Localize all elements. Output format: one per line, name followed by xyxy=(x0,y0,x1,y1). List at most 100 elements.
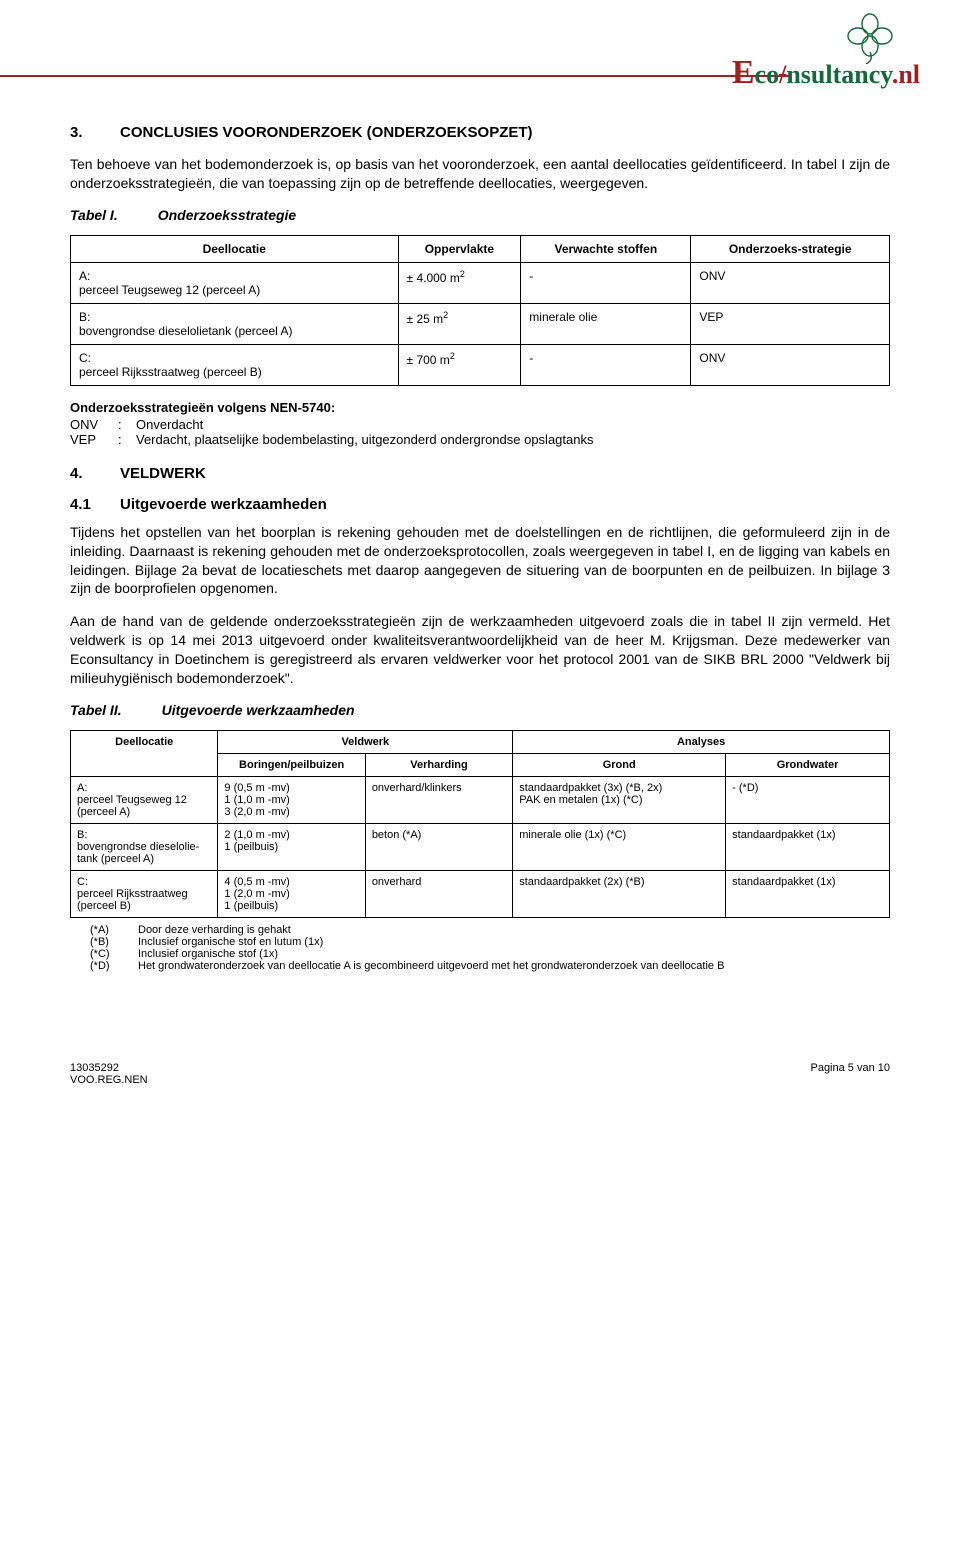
cell: standaardpakket (1x) xyxy=(726,823,890,870)
table2-notes: (*A) Door deze verharding is gehakt (*B) In… xyxy=(70,924,890,972)
cell: onverhard/klinkers xyxy=(365,776,512,823)
section-num: 4. xyxy=(70,465,100,482)
col-stoffen: Verwachte stoffen xyxy=(521,235,691,262)
def-text: Verdacht, plaatselijke bodembelasting, u… xyxy=(136,432,593,447)
section-3-heading: 3. CONCLUSIES VOORONDERZOEK (ONDERZOEKSO… xyxy=(70,124,890,141)
section-num: 3. xyxy=(70,124,100,141)
table-row: Deellocatie Oppervlakte Verwachte stoffe… xyxy=(71,235,890,262)
footer-page-number: Pagina 5 van 10 xyxy=(810,1062,890,1086)
table1-caption: Tabel I. Onderzoeksstrategie xyxy=(70,207,890,223)
table-row: C: perceel Rijksstraatweg (perceel B)± 7… xyxy=(71,344,890,385)
table-row: Deellocatie Veldwerk Analyses xyxy=(71,730,890,753)
note-text: Het grondwateronderzoek van deellocatie … xyxy=(138,960,724,972)
cell-deellocatie: B: bovengrondse dieselolietank (perceel … xyxy=(71,303,399,344)
document-page: Eco/nsultancy.nl 3. CONCLUSIES VOORONDER… xyxy=(0,0,960,1106)
cell: 2 (1,0 m -mv) 1 (peilbuis) xyxy=(218,823,365,870)
doc-number: 13035292 xyxy=(70,1062,148,1074)
note-key: (*D) xyxy=(90,960,124,972)
cell-oppervlakte: ± 4.000 m2 xyxy=(398,262,521,303)
cell: A: perceel Teugseweg 12 (perceel A) xyxy=(71,776,218,823)
logo-co: co xyxy=(755,60,780,89)
clover-icon xyxy=(840,10,900,69)
cell: C: perceel Rijksstraatweg (perceel B) xyxy=(71,870,218,917)
col-veldwerk: Veldwerk xyxy=(218,730,513,753)
col-verharding: Verharding xyxy=(365,753,512,776)
note-text: Inclusief organische stof (1x) xyxy=(138,948,278,960)
col-strategie: Onderzoeks-strategie xyxy=(691,235,890,262)
section-title: VELDWERK xyxy=(120,465,206,482)
def-colon: : xyxy=(118,417,136,432)
cell: 9 (0,5 m -mv) 1 (1,0 m -mv) 3 (2,0 m -mv… xyxy=(218,776,365,823)
cell: beton (*A) xyxy=(365,823,512,870)
cell-oppervlakte: ± 25 m2 xyxy=(398,303,521,344)
logo-e: E xyxy=(732,54,755,91)
subsection-title: Uitgevoerde werkzaamheden xyxy=(120,496,327,513)
col-deellocatie: Deellocatie xyxy=(71,730,218,776)
page-content: 3. CONCLUSIES VOORONDERZOEK (ONDERZOEKSO… xyxy=(70,24,890,1086)
cell: standaardpakket (3x) (*B, 2x) PAK en met… xyxy=(513,776,726,823)
table-row: C: perceel Rijksstraatweg (perceel B)4 (… xyxy=(71,870,890,917)
cell-strategie: ONV xyxy=(691,344,890,385)
subsection-num: 4.1 xyxy=(70,496,100,513)
cell: - (*D) xyxy=(726,776,890,823)
footer-left: 13035292 VOO.REG.NEN xyxy=(70,1062,148,1086)
section-4-p2: Aan de hand van de geldende onderzoeksst… xyxy=(70,612,890,688)
note-row: (*C) Inclusief organische stof (1x) xyxy=(90,948,890,960)
cell-stoffen: - xyxy=(521,344,691,385)
col-grond: Grond xyxy=(513,753,726,776)
note-text: Inclusief organische stof en lutum (1x) xyxy=(138,936,323,948)
activities-table: Deellocatie Veldwerk Analyses Boringen/p… xyxy=(70,730,890,918)
strategy-table: Deellocatie Oppervlakte Verwachte stoffe… xyxy=(70,235,890,386)
cell: standaardpakket (2x) (*B) xyxy=(513,870,726,917)
note-key: (*B) xyxy=(90,936,124,948)
cell: 4 (0,5 m -mv) 1 (2,0 m -mv) 1 (peilbuis) xyxy=(218,870,365,917)
table2-caption: Tabel II. Uitgevoerde werkzaamheden xyxy=(70,702,890,718)
section-4-p1: Tijdens het opstellen van het boorplan i… xyxy=(70,523,890,599)
note-key: (*C) xyxy=(90,948,124,960)
note-row: (*A) Door deze verharding is gehakt xyxy=(90,924,890,936)
col-grondwater: Grondwater xyxy=(726,753,890,776)
table-row: A: perceel Teugseweg 12 (perceel A)± 4.0… xyxy=(71,262,890,303)
definition-row: VEP:Verdacht, plaatselijke bodembelastin… xyxy=(70,432,890,447)
table1-caption-a: Tabel I. xyxy=(70,207,118,223)
table-row: A: perceel Teugseweg 12 (perceel A)9 (0,… xyxy=(71,776,890,823)
table2-caption-a: Tabel II. xyxy=(70,702,122,718)
def-key: VEP xyxy=(70,432,118,447)
table1-caption-b: Onderzoeksstrategie xyxy=(158,207,297,223)
table-row: B: bovengrondse dieselolie- tank (percee… xyxy=(71,823,890,870)
cell-strategie: VEP xyxy=(691,303,890,344)
definition-row: ONV:Onverdacht xyxy=(70,417,890,432)
cell-oppervlakte: ± 700 m2 xyxy=(398,344,521,385)
note-row: (*D) Het grondwateronderzoek van deelloca… xyxy=(90,960,890,972)
cell: standaardpakket (1x) xyxy=(726,870,890,917)
header-rule xyxy=(0,75,790,77)
strategy-definitions: Onderzoeksstrategieën volgens NEN-5740: … xyxy=(70,400,890,447)
cell-stoffen: minerale olie xyxy=(521,303,691,344)
doc-code: VOO.REG.NEN xyxy=(70,1074,148,1086)
table2-caption-b: Uitgevoerde werkzaamheden xyxy=(162,702,355,718)
cell: onverhard xyxy=(365,870,512,917)
col-oppervlakte: Oppervlakte xyxy=(398,235,521,262)
section-title: CONCLUSIES VOORONDERZOEK (ONDERZOEKSOPZE… xyxy=(120,124,533,141)
company-logo: Eco/nsultancy.nl xyxy=(732,18,920,92)
note-text: Door deze verharding is gehakt xyxy=(138,924,291,936)
col-boringen: Boringen/peilbuizen xyxy=(218,753,365,776)
cell-stoffen: - xyxy=(521,262,691,303)
defs-title: Onderzoeksstrategieën volgens NEN-5740: xyxy=(70,400,890,415)
col-deellocatie: Deellocatie xyxy=(71,235,399,262)
def-text: Onverdacht xyxy=(136,417,203,432)
page-footer: 13035292 VOO.REG.NEN Pagina 5 van 10 xyxy=(70,1062,890,1086)
note-row: (*B) Inclusief organische stof en lutum (… xyxy=(90,936,890,948)
subsection-heading: 4.1 Uitgevoerde werkzaamheden xyxy=(70,496,890,513)
note-key: (*A) xyxy=(90,924,124,936)
def-colon: : xyxy=(118,432,136,447)
cell-deellocatie: A: perceel Teugseweg 12 (perceel A) xyxy=(71,262,399,303)
section-3-paragraph: Ten behoeve van het bodemonderzoek is, o… xyxy=(70,155,890,193)
col-analyses: Analyses xyxy=(513,730,890,753)
def-key: ONV xyxy=(70,417,118,432)
cell: B: bovengrondse dieselolie- tank (percee… xyxy=(71,823,218,870)
cell-deellocatie: C: perceel Rijksstraatweg (perceel B) xyxy=(71,344,399,385)
cell-strategie: ONV xyxy=(691,262,890,303)
table-row: B: bovengrondse dieselolietank (perceel … xyxy=(71,303,890,344)
section-4-heading: 4. VELDWERK xyxy=(70,465,890,482)
